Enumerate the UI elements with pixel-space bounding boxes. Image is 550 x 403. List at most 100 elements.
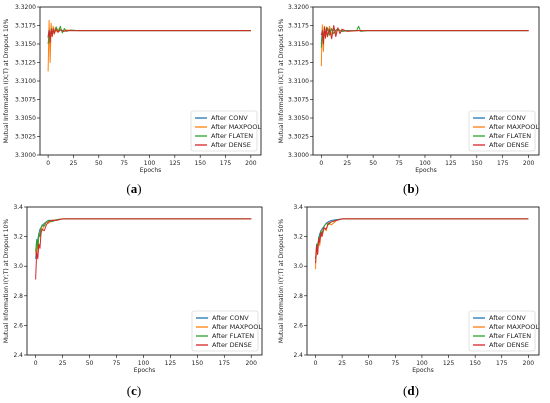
panel-d: 0 25 50 75 100 125 150 175 200 2.4 2.6 2.8 3.0 3.2 3.4…	[278, 204, 540, 398]
y-tick-label: 3.3050	[15, 115, 36, 122]
series-line-after-flaten	[315, 218, 529, 259]
y-tick-label: 3.2	[13, 234, 23, 241]
x-tick-label: 100	[416, 360, 428, 367]
series-line-after-dense	[47, 27, 251, 44]
y-tick-label: 2.8	[293, 293, 303, 300]
panel-caption-letter: d	[407, 383, 415, 398]
panel-caption: (a)	[126, 181, 141, 196]
x-tick-label: 75	[120, 160, 128, 167]
x-tick-label: 200	[523, 360, 535, 367]
x-tick-label: 125	[165, 360, 177, 367]
x-tick-label: 125	[445, 160, 457, 167]
legend-label: After MAXPOOL	[212, 323, 262, 331]
y-tick-label: 3.3175	[15, 23, 36, 30]
x-tick-label: 75	[395, 160, 403, 167]
y-tick-label: 3.3025	[288, 134, 309, 141]
legend-label: After MAXPOOL	[489, 123, 539, 131]
x-tick-label: 100	[144, 160, 156, 167]
legend-label: After CONV	[489, 114, 526, 122]
legend-box	[190, 110, 258, 152]
legend-label: After CONV	[211, 114, 248, 122]
x-tick-label: 150	[192, 360, 204, 367]
legend-label: After FLATEN	[212, 332, 254, 340]
x-tick-label: 25	[343, 160, 351, 167]
axes-frame	[306, 206, 540, 356]
legend-box	[191, 310, 259, 352]
panel-a: 0 25 50 75 100 125 150 175 200 3.3000 3.3025 3.3050…	[3, 4, 262, 196]
x-axis-label: Epochs	[134, 367, 156, 374]
y-tick-label: 2.6	[293, 322, 303, 329]
series-line-after-dense	[315, 218, 529, 264]
x-tick-label: 25	[338, 360, 346, 367]
y-axis-label: Mutual Information I(Y;T) at Dropout 10%	[3, 219, 10, 343]
series-line-after-flaten	[47, 25, 251, 45]
x-tick-label: 100	[138, 360, 150, 367]
x-tick-label: 150	[194, 160, 206, 167]
y-tick-label: 3.3150	[15, 41, 36, 48]
axes-frame	[26, 206, 263, 356]
x-tick-label: 50	[369, 160, 377, 167]
x-tick-label: 0	[34, 360, 38, 367]
x-tick-label: 50	[86, 360, 94, 367]
x-tick-label: 200	[245, 360, 257, 367]
panel-caption: (d)	[403, 383, 419, 398]
legend-label: After MAXPOOL	[489, 323, 539, 331]
panel-caption-letter: c	[131, 383, 137, 398]
y-tick-label: 3.3125	[15, 60, 36, 67]
x-tick-label: 200	[245, 160, 257, 167]
y-tick-label: 3.3000	[288, 152, 309, 159]
panel-c: 0 25 50 75 100 125 150 175 200 2.4 2.6 2.8 3.0 3.2 3.4…	[3, 204, 263, 398]
series-line-after-flaten	[35, 218, 252, 252]
x-tick-label: 50	[95, 160, 103, 167]
series-line-after-flaten	[320, 25, 529, 48]
x-tick-label: 175	[220, 160, 232, 167]
series-line-after-dense	[320, 25, 529, 45]
panel-caption-letter: a	[131, 181, 138, 196]
legend-label: After FLATEN	[489, 132, 531, 140]
y-axis-label: Mutual Information I(X;T) at Dropout 50%	[278, 18, 285, 143]
y-tick-label: 3.3075	[15, 97, 36, 104]
legend-label: After DENSE	[211, 141, 251, 149]
y-tick-label: 3.3050	[288, 115, 309, 122]
x-tick-label: 25	[59, 360, 67, 367]
y-tick-label: 3.2	[293, 234, 303, 241]
y-tick-label: 3.3025	[15, 134, 36, 141]
x-tick-label: 0	[46, 160, 50, 167]
legend-label: After FLATEN	[489, 332, 531, 340]
x-tick-label: 0	[319, 160, 323, 167]
series-line-after-maxpool	[47, 19, 251, 72]
x-axis-label: Epochs	[412, 367, 434, 374]
x-tick-label: 50	[365, 360, 373, 367]
series-line-after-conv	[320, 27, 529, 45]
y-tick-label: 3.0	[293, 263, 303, 270]
x-tick-label: 150	[471, 160, 483, 167]
x-tick-label: 175	[219, 360, 231, 367]
panel-caption-letter: b	[407, 181, 414, 196]
legend-box	[468, 310, 536, 352]
legend-label: After DENSE	[489, 141, 529, 149]
legend-label: After MAXPOOL	[211, 123, 261, 131]
panel-caption: (c)	[127, 383, 141, 398]
y-tick-label: 3.4	[293, 204, 303, 211]
y-tick-label: 3.4	[13, 204, 23, 211]
y-tick-label: 2.4	[293, 352, 303, 359]
series-line-after-dense	[35, 218, 252, 280]
series-line-after-conv	[35, 218, 252, 259]
y-tick-label: 2.6	[13, 322, 23, 329]
panel-caption: (b)	[403, 181, 419, 196]
x-tick-label: 175	[497, 160, 509, 167]
x-axis-label: Epochs	[415, 167, 437, 174]
y-tick-label: 3.0	[13, 263, 23, 270]
legend-label: After CONV	[212, 314, 249, 322]
x-tick-label: 75	[392, 360, 400, 367]
x-tick-label: 150	[469, 360, 481, 367]
panel-b: 0 25 50 75 100 125 150 175 200 3.3000 3.3025 3.3050…	[278, 4, 540, 196]
legend-box	[468, 110, 536, 152]
legend-label: After DENSE	[212, 341, 252, 349]
y-axis-label: Mutual Information I(X;T) at Dropout 10%	[3, 18, 10, 143]
y-tick-label: 3.3125	[288, 60, 309, 67]
